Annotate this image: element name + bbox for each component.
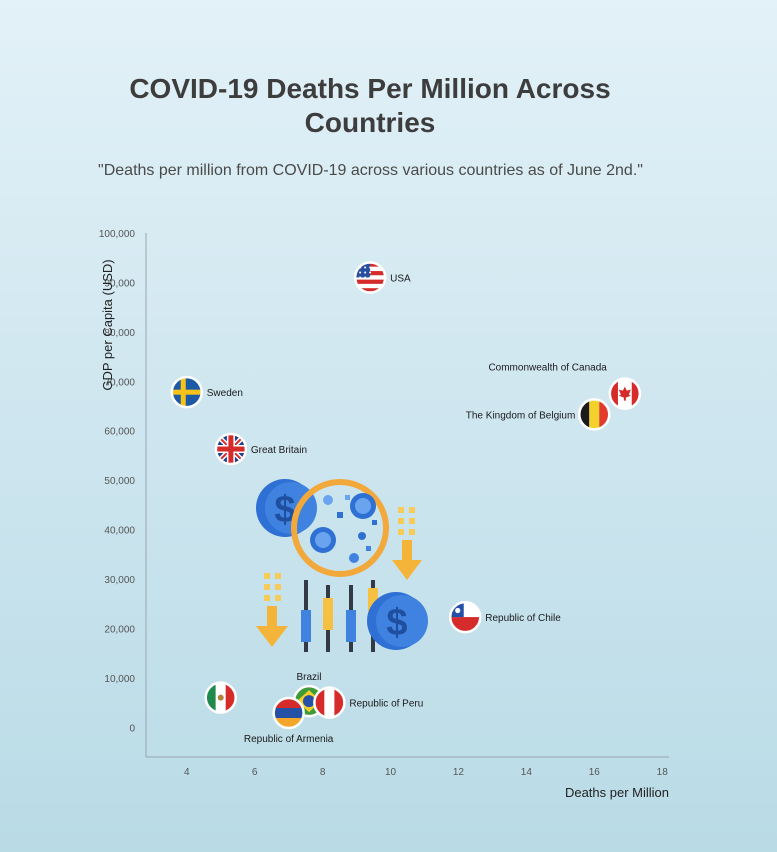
data-point-chile: Republic of Chile: [448, 600, 561, 634]
point-label: Sweden: [207, 388, 243, 399]
data-point-great-britain: Great Britain: [214, 432, 307, 466]
virus-ring-icon: [291, 479, 389, 577]
x-tick-label: 8: [320, 767, 326, 778]
chart-subtitle: "Deaths per million from COVID-19 across…: [98, 162, 643, 179]
svg-text:$: $: [386, 602, 407, 644]
y-tick-label: 50,000: [104, 476, 135, 487]
down-arrow-right-icon: [392, 507, 422, 580]
usa-flag-icon: [353, 261, 387, 294]
x-axis-label: Deaths per Million: [565, 785, 669, 800]
y-tick-label: 80,000: [104, 328, 135, 339]
belgium-flag-icon: [578, 398, 611, 431]
y-tick-label: 90,000: [104, 278, 135, 289]
data-point-canada: Commonwealth of Canada: [488, 363, 642, 410]
armenia-flag-icon: [272, 696, 305, 730]
data-point-mexico: [204, 681, 237, 714]
covid-finance-illustration: $: [256, 479, 428, 652]
chart-title: COVID-19 Deaths Per Million Across Count…: [129, 73, 611, 138]
peru-flag-icon: [313, 686, 346, 719]
svg-text:$: $: [274, 489, 295, 531]
point-label: Republic of Chile: [485, 613, 561, 624]
x-tick-labels: 4 6 8 10 12 14 16 18: [184, 767, 668, 778]
sweden-flag-icon: [170, 375, 204, 409]
x-tick-label: 10: [385, 767, 397, 778]
candlestick-icon: [301, 580, 378, 652]
data-point-usa: USA: [353, 261, 411, 294]
x-tick-label: 12: [453, 767, 465, 778]
down-arrow-left-icon: [256, 573, 288, 647]
x-tick-label: 18: [657, 767, 669, 778]
y-tick-label: 70,000: [104, 377, 135, 388]
data-point-armenia: Republic of Armenia: [244, 696, 334, 745]
point-label: The Kingdom of Belgium: [466, 410, 576, 421]
data-point-peru: Republic of Peru: [313, 686, 423, 719]
x-tick-label: 4: [184, 767, 190, 778]
chart-axes: [145, 233, 669, 758]
y-axis-label: GDP per Capita (USD): [100, 259, 115, 390]
y-tick-labels: 0 10,000 20,000 30,000 40,000 50,000 60,000 70,…: [99, 229, 136, 734]
y-tick-label: 30,000: [104, 575, 135, 586]
data-points: USA Sweden Great Britain Commonwealth of Ca…: [170, 261, 642, 745]
y-tick-label: 40,000: [104, 526, 135, 537]
dollar-coin-left-icon: $: [256, 479, 317, 537]
mexico-flag-icon: [204, 681, 237, 714]
point-label: Great Britain: [251, 445, 307, 456]
y-tick-label: 60,000: [104, 427, 135, 438]
dollar-coin-right-icon: $: [367, 592, 428, 650]
chile-flag-icon: [448, 600, 482, 634]
y-tick-label: 10,000: [104, 674, 135, 685]
point-label: Commonwealth of Canada: [488, 363, 607, 374]
x-tick-label: 14: [521, 767, 533, 778]
y-tick-label: 20,000: [104, 624, 135, 635]
data-point-sweden: Sweden: [170, 375, 243, 409]
great-britain-flag-icon: [214, 432, 248, 466]
data-point-belgium: The Kingdom of Belgium: [466, 398, 611, 431]
point-label: Republic of Peru: [349, 699, 423, 710]
x-tick-label: 16: [589, 767, 601, 778]
y-tick-label: 0: [129, 723, 135, 734]
point-label: Republic of Armenia: [244, 734, 334, 745]
point-label: USA: [390, 273, 411, 284]
canada-flag-icon: [608, 377, 642, 410]
x-tick-label: 6: [252, 767, 258, 778]
point-label: Brazil: [297, 672, 322, 683]
y-tick-label: 100,000: [99, 229, 136, 240]
